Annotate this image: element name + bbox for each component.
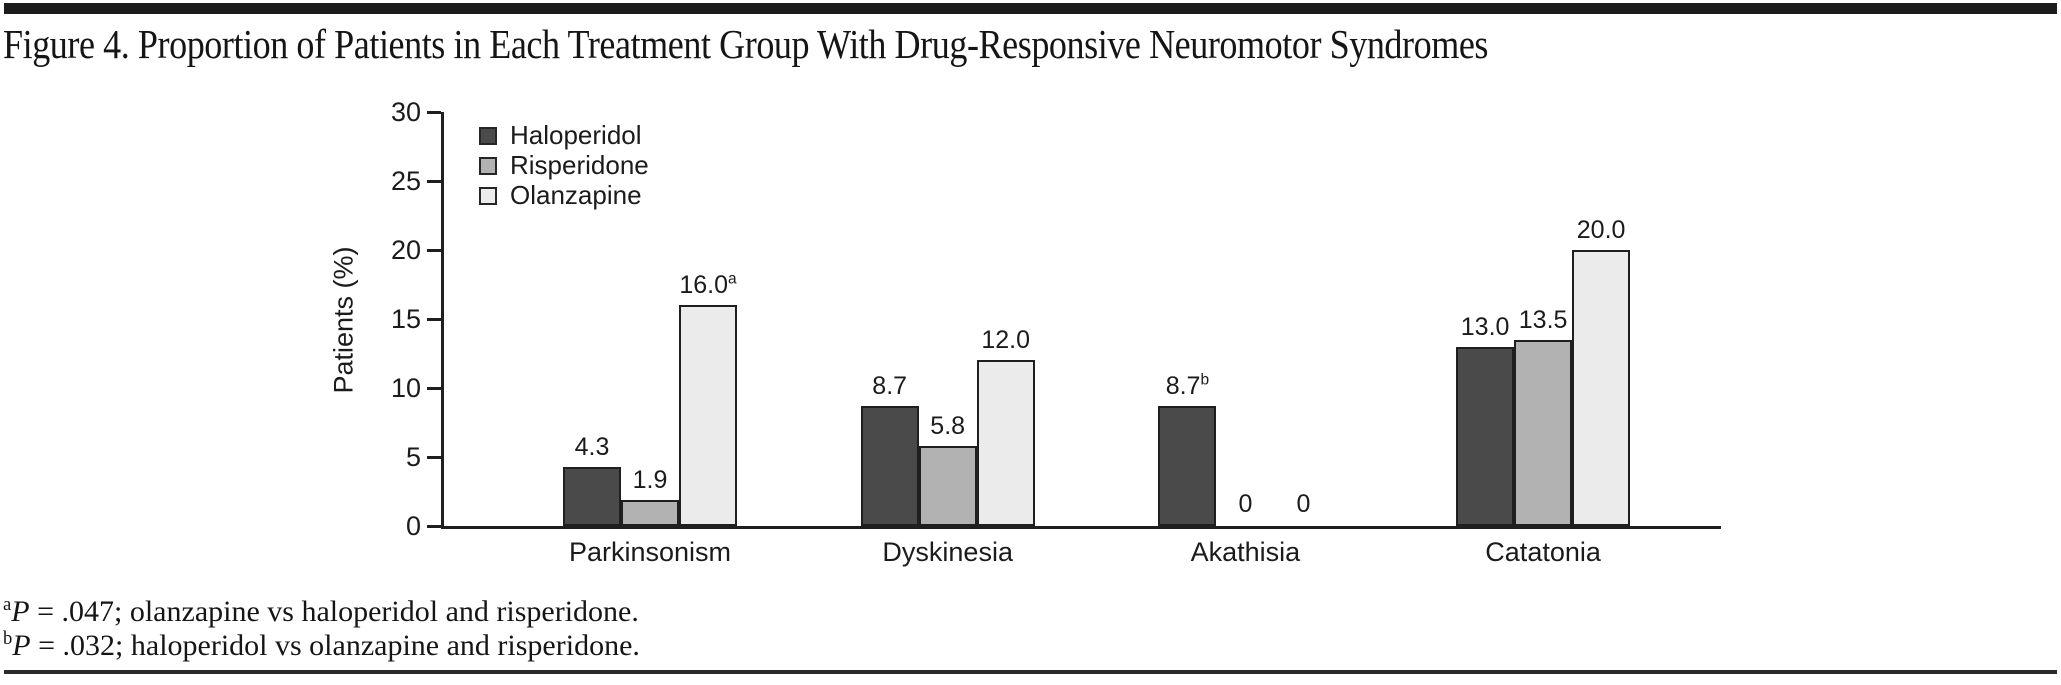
top-rule (4, 3, 2057, 14)
legend-item-olanzapine: Olanzapine (479, 180, 649, 210)
legend-swatch-haloperidol (479, 126, 497, 145)
figure-title: Figure 4. Proportion of Patients in Each… (3, 21, 1488, 67)
bar-value-label: 5.8 (930, 413, 965, 439)
legend-item-risperidone: Risperidone (479, 150, 649, 180)
value-text: 0 (1238, 490, 1253, 518)
value-text: 5.8 (930, 411, 966, 440)
bar (679, 305, 737, 526)
value-text: 16.0 (679, 271, 729, 300)
value-superscript: a (728, 270, 737, 288)
legend-label: Risperidone (510, 150, 649, 180)
value-text: 0 (1296, 490, 1311, 518)
legend: Haloperidol Risperidone Olanzapine (479, 120, 649, 216)
bar-value-label: 4.3 (575, 434, 610, 460)
footnotes: aP = .047; olanzapine vs haloperidol and… (3, 595, 640, 663)
bar (976, 360, 1035, 526)
value-text: 8.7 (872, 371, 908, 400)
y-tick (427, 110, 441, 114)
value-text: 4.3 (574, 432, 610, 461)
bar (1572, 250, 1631, 526)
bar-value-label: 8.7b (1165, 371, 1210, 400)
y-tick-label: 15 (390, 304, 421, 334)
x-category-label: Catatonia (1485, 537, 1601, 567)
footnote-a-p: P (11, 595, 30, 628)
footnote-b: bP = .032; haloperidol vs olanzapine and… (3, 629, 640, 663)
x-category-label: Dyskinesia (882, 537, 1013, 567)
footnote-a-text: = .047; olanzapine vs haloperidol and ri… (29, 595, 639, 628)
bar (918, 445, 977, 526)
y-tick-label: 0 (405, 511, 421, 541)
y-axis-title: Patients (%) (328, 246, 359, 394)
bar-value-label: 13.0 (1461, 314, 1510, 340)
legend-item-haloperidol: Haloperidol (479, 120, 649, 150)
bar (1158, 405, 1217, 526)
y-axis-line (441, 112, 444, 529)
y-tick (427, 317, 441, 321)
y-tick-label: 30 (390, 97, 421, 127)
y-tick (427, 179, 441, 183)
bar-chart: Patients (%) Haloperidol Risperidone Ola… (329, 97, 1726, 567)
legend-label: Olanzapine (510, 180, 642, 210)
bar (860, 405, 919, 526)
value-text: 8.7 (1165, 371, 1201, 400)
bar (621, 499, 679, 526)
x-category-label: Parkinsonism (568, 537, 732, 567)
y-tick (427, 524, 441, 528)
bar-value-label: 13.5 (1519, 307, 1568, 333)
x-category-label: Akathisia (1190, 537, 1301, 567)
footnote-b-superscript: b (3, 628, 13, 649)
footnote-a-superscript: a (3, 594, 12, 615)
y-tick-label: 20 (390, 235, 421, 265)
bar-value-label: 16.0a (679, 270, 737, 300)
bar-value-label: 8.7 (872, 373, 907, 399)
footnote-b-p: P (12, 629, 31, 662)
x-axis-line (441, 526, 1721, 529)
y-tick (427, 455, 441, 459)
y-tick-label: 5 (405, 442, 421, 472)
value-text: 13.5 (1518, 305, 1568, 334)
legend-swatch-olanzapine (479, 186, 497, 205)
y-tick-label: 10 (390, 373, 421, 403)
value-superscript: b (1200, 371, 1210, 389)
value-text: 13.0 (1460, 312, 1510, 341)
bar-value-label: 0 (1296, 491, 1310, 517)
value-text: 12.0 (981, 326, 1031, 355)
bar-value-label: 0 (1238, 491, 1252, 517)
value-text: 20.0 (1576, 216, 1626, 244)
bar (1456, 346, 1515, 526)
bar-value-label: 12.0 (981, 327, 1030, 353)
footnote-a: aP = .047; olanzapine vs haloperidol and… (3, 595, 640, 629)
legend-label: Haloperidol (510, 120, 642, 150)
bar-value-label: 20.0 (1577, 217, 1626, 243)
footnote-b-text: = .032; haloperidol vs olanzapine and ri… (30, 629, 640, 662)
bar (1514, 339, 1573, 526)
legend-swatch-risperidone (479, 156, 497, 175)
bar (563, 466, 621, 526)
bottom-rule (4, 670, 2057, 674)
bar-value-label: 1.9 (633, 467, 668, 493)
y-tick-label: 25 (390, 166, 421, 196)
value-text: 1.9 (632, 465, 668, 494)
y-tick (427, 386, 441, 390)
y-tick (427, 248, 441, 252)
